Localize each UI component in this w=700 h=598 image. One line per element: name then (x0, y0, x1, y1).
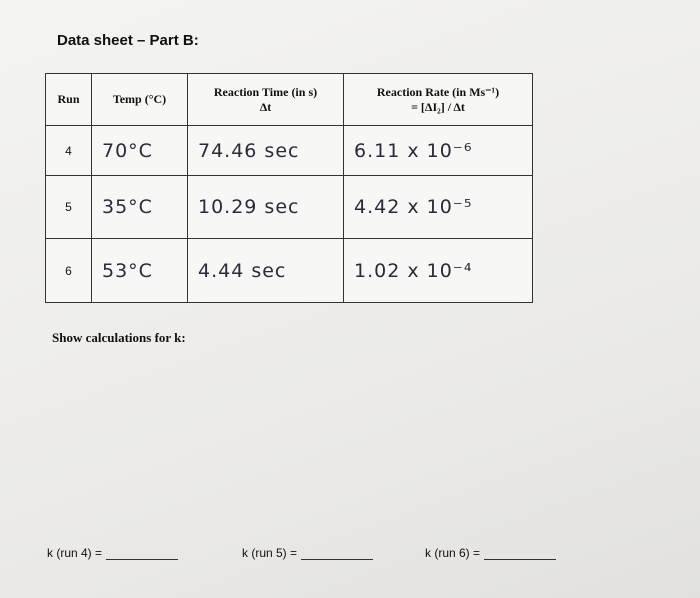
table-row: 5 35°C 10.29 sec 4.42 x 10⁻⁵ (45, 175, 533, 239)
handwritten-cell: 4.44 sec (187, 238, 344, 303)
header-line: Δt (259, 99, 272, 114)
answer-blank (484, 559, 557, 560)
column-header: Temp (°C) (91, 73, 188, 126)
header-line: Reaction Time (in s) (213, 84, 318, 99)
column-header: Reaction Time (in s) Δt (187, 73, 344, 126)
handwritten-cell: 35°C (91, 175, 188, 239)
column-header: Reaction Rate (in Ms⁻¹) = [ΔI₂] / Δt (343, 73, 533, 126)
handwritten-cell: 70°C (91, 125, 188, 176)
column-header: Run (45, 73, 92, 126)
run-cell: 5 (45, 175, 92, 239)
header-line: Temp (°C) (112, 92, 167, 106)
table-body: 4 70°C 74.46 sec 6.11 x 10⁻⁶ 5 35°C 10.29 sec 4… (45, 125, 533, 303)
run-cell: 4 (45, 125, 92, 176)
title: Data sheet – Part B: (57, 32, 199, 49)
run-cell: 6 (45, 238, 92, 303)
answer-label: k (run 4) = (47, 546, 103, 560)
answer: k (run 6) = (425, 546, 557, 560)
answer-label: k (run 5) = (242, 546, 298, 560)
data-table: Run Temp (°C) Reaction Time (in s) Δt Reacti… (45, 73, 533, 303)
header-line: Run (57, 92, 80, 106)
handwritten-cell: 6.11 x 10⁻⁶ (343, 125, 533, 176)
answer-blank (301, 559, 374, 560)
calc-prompt: Show calculations for k: (52, 330, 186, 345)
handwritten-cell: 1.02 x 10⁻⁴ (343, 238, 533, 303)
handwritten-cell: 10.29 sec (187, 175, 344, 239)
answer: k (run 4) = (47, 546, 179, 560)
handwritten-cell: 4.42 x 10⁻⁵ (343, 175, 533, 239)
header-row: Run Temp (°C) Reaction Time (in s) Δt Reacti… (45, 73, 533, 126)
handwritten-cell: 74.46 sec (187, 125, 344, 176)
handwritten-cell: 53°C (91, 238, 188, 303)
answer-blank (106, 559, 179, 560)
answer-label: k (run 6) = (425, 546, 481, 560)
header-line: = [ΔI₂] / Δt (411, 99, 465, 114)
table-row: 6 53°C 4.44 sec 1.02 x 10⁻⁴ (45, 238, 533, 303)
table-row: 4 70°C 74.46 sec 6.11 x 10⁻⁶ (45, 125, 533, 176)
header-line: Reaction Rate (in Ms⁻¹) (376, 84, 500, 99)
answer: k (run 5) = (242, 546, 374, 560)
